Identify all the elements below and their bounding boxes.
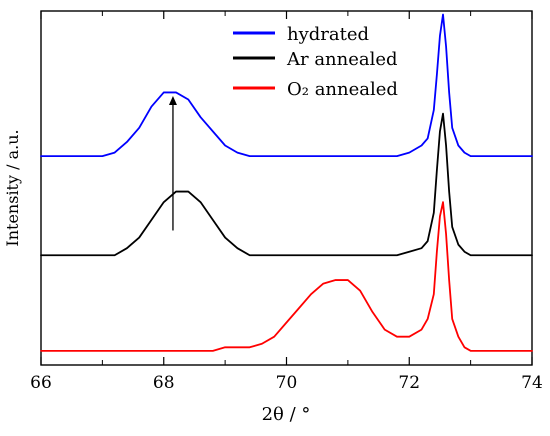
- legend: hydrated Ar annealed O₂ annealed: [233, 24, 398, 100]
- x-tick-label: 74: [521, 373, 543, 393]
- x-axis-label: 2θ / °: [262, 404, 311, 425]
- legend-label-o2-annealed: O₂ annealed: [287, 79, 398, 100]
- annotation-layer: [168, 95, 177, 231]
- series-line-o-annealed: [40, 201, 533, 352]
- series-line-ar-annealed: [40, 112, 533, 257]
- x-tick-label: 70: [276, 373, 298, 393]
- legend-label-hydrated: hydrated: [287, 24, 369, 45]
- x-tick-label: 72: [398, 373, 420, 393]
- peak-shift-arrow-head: [168, 95, 177, 105]
- x-tick-label: 68: [153, 373, 175, 393]
- x-axis: 66 68 70 72 74: [30, 11, 543, 393]
- y-axis-label: Intensity / a.u.: [3, 129, 22, 246]
- x-tick-label: 66: [30, 373, 52, 393]
- series-line-hydrated: [40, 13, 533, 158]
- legend-label-ar-annealed: Ar annealed: [286, 49, 398, 70]
- series-layer: [40, 13, 533, 352]
